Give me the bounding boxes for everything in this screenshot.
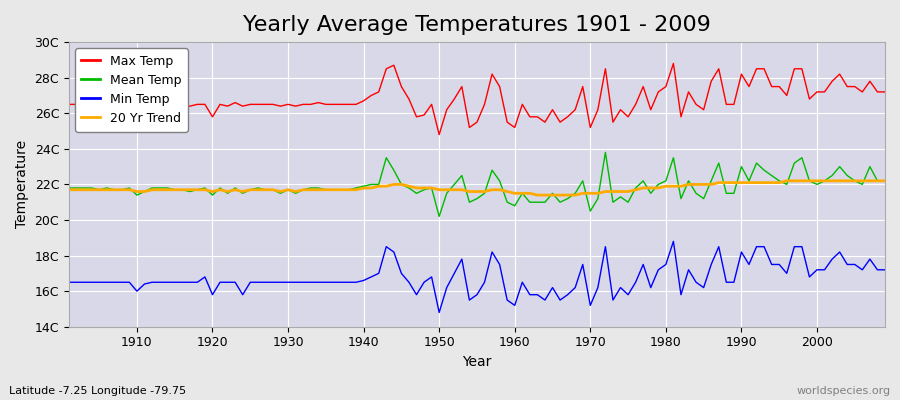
Min Temp	[336, 280, 346, 285]
20 Yr Trend	[879, 178, 890, 183]
20 Yr Trend	[781, 178, 792, 183]
X-axis label: Year: Year	[463, 355, 491, 369]
Mean Temp	[290, 191, 301, 196]
Min Temp	[879, 268, 890, 272]
Max Temp	[509, 125, 520, 130]
20 Yr Trend	[64, 187, 75, 192]
Text: worldspecies.org: worldspecies.org	[796, 386, 891, 396]
Mean Temp	[124, 186, 135, 190]
Max Temp	[124, 104, 135, 108]
Mean Temp	[434, 214, 445, 219]
Min Temp	[517, 280, 527, 285]
20 Yr Trend	[509, 191, 520, 196]
Mean Temp	[509, 203, 520, 208]
Max Temp	[668, 61, 679, 66]
Max Temp	[517, 102, 527, 107]
Min Temp	[434, 310, 445, 315]
Mean Temp	[600, 150, 611, 155]
Line: Max Temp: Max Temp	[69, 64, 885, 135]
Mean Temp	[517, 191, 527, 196]
Mean Temp	[615, 194, 626, 199]
Legend: Max Temp, Mean Temp, Min Temp, 20 Yr Trend: Max Temp, Mean Temp, Min Temp, 20 Yr Tre…	[76, 48, 188, 132]
Min Temp	[124, 280, 135, 285]
20 Yr Trend	[290, 189, 301, 194]
Mean Temp	[64, 186, 75, 190]
Max Temp	[336, 102, 346, 107]
Max Temp	[434, 132, 445, 137]
20 Yr Trend	[502, 189, 513, 194]
Line: 20 Yr Trend: 20 Yr Trend	[69, 181, 885, 195]
Max Temp	[879, 90, 890, 94]
Min Temp	[668, 239, 679, 244]
Max Temp	[608, 120, 618, 124]
20 Yr Trend	[608, 189, 618, 194]
Max Temp	[64, 102, 75, 107]
Mean Temp	[336, 187, 346, 192]
Line: Mean Temp: Mean Temp	[69, 152, 885, 216]
Min Temp	[290, 280, 301, 285]
Max Temp	[290, 104, 301, 108]
Y-axis label: Temperature: Temperature	[15, 140, 29, 228]
Min Temp	[64, 280, 75, 285]
Title: Yearly Average Temperatures 1901 - 2009: Yearly Average Temperatures 1901 - 2009	[243, 15, 711, 35]
Min Temp	[509, 303, 520, 308]
Min Temp	[608, 298, 618, 302]
20 Yr Trend	[532, 193, 543, 198]
20 Yr Trend	[336, 187, 346, 192]
Mean Temp	[879, 178, 890, 183]
Text: Latitude -7.25 Longitude -79.75: Latitude -7.25 Longitude -79.75	[9, 386, 186, 396]
Line: Min Temp: Min Temp	[69, 241, 885, 312]
20 Yr Trend	[124, 187, 135, 192]
